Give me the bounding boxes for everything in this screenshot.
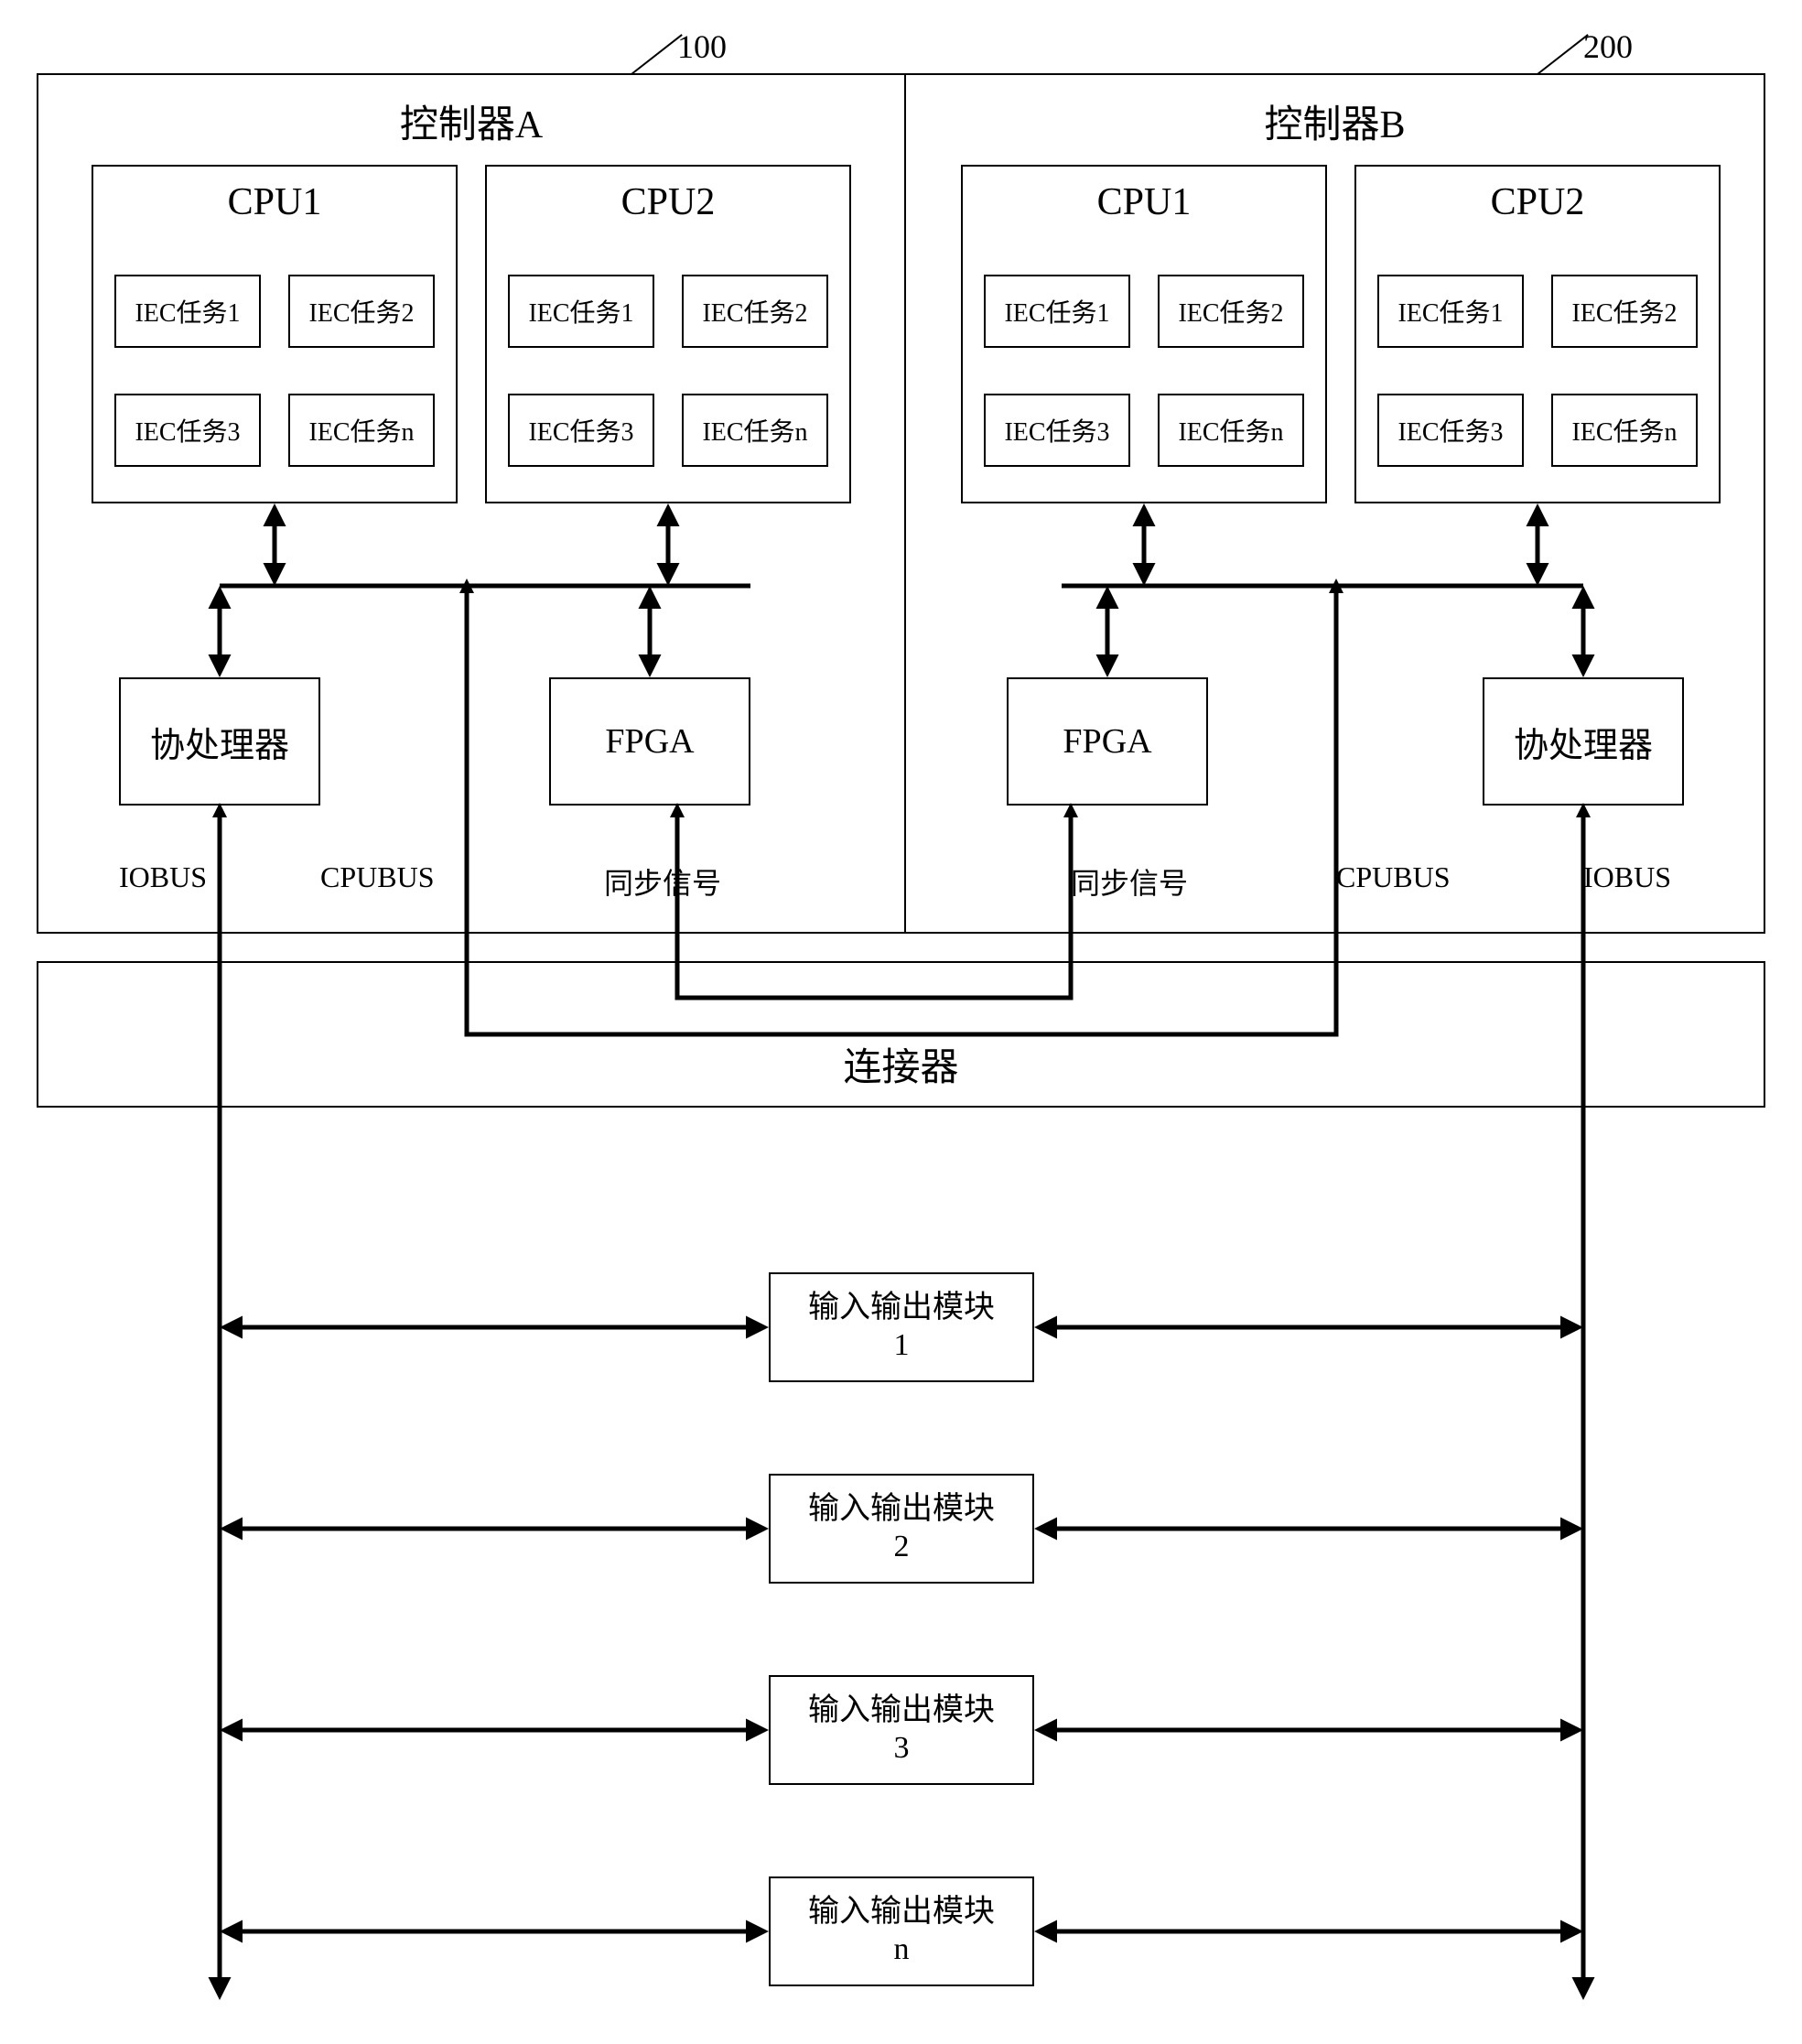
cpu-a2-task1: IEC任务1 (508, 275, 654, 348)
connector: 连接器 (37, 961, 1765, 1108)
io-module-2-l2: 2 (894, 1529, 910, 1566)
sync-b-label: 同步信号 (1071, 860, 1188, 903)
cpu-b1-title: CPU1 (1097, 180, 1192, 224)
cpubus-b-label: CPUBUS (1336, 860, 1451, 894)
coprocessor-b: 协处理器 (1483, 677, 1684, 806)
cpu-a1-taskn: IEC任务n (288, 394, 435, 467)
cpubus-a-label: CPUBUS (320, 860, 435, 894)
cpu-b1-taskn: IEC任务n (1158, 394, 1304, 467)
fpga-b: FPGA (1007, 677, 1208, 806)
io-module-n-l1: 输入输出模块 (808, 1894, 995, 1931)
io-module-1-l1: 输入输出模块 (808, 1290, 995, 1327)
cpu-b2-task3: IEC任务3 (1377, 394, 1524, 467)
io-module-2: 输入输出模块 2 (769, 1474, 1034, 1584)
diagram-root: 100 200 110 120 210 220 控制器A 控制器B CPU1 I… (37, 37, 1765, 2007)
cpu-a1-task3: IEC任务3 (114, 394, 261, 467)
cpu-b2-title: CPU2 (1491, 180, 1585, 224)
iobus-b-label: IOBUS (1583, 860, 1671, 894)
io-module-3-l1: 输入输出模块 (808, 1693, 995, 1730)
cpu-a1-task1: IEC任务1 (114, 275, 261, 348)
ref-100: 100 (677, 27, 727, 66)
cpu-b2-task1: IEC任务1 (1377, 275, 1524, 348)
cpu-a2-taskn: IEC任务n (682, 394, 828, 467)
io-module-n-l2: n (894, 1931, 910, 1969)
io-module-3: 输入输出模块 3 (769, 1675, 1034, 1785)
controller-a-title: 控制器A (38, 93, 904, 149)
cpu-b1-task3: IEC任务3 (984, 394, 1130, 467)
cpu-a2-title: CPU2 (621, 180, 716, 224)
fpga-a: FPGA (549, 677, 750, 806)
cpu-b2-taskn: IEC任务n (1551, 394, 1698, 467)
sync-a-label: 同步信号 (604, 860, 721, 903)
cpu-b1-task2: IEC任务2 (1158, 275, 1304, 348)
ref-200: 200 (1583, 27, 1633, 66)
cpu-b1-task1: IEC任务1 (984, 275, 1130, 348)
cpu-a1-title: CPU1 (228, 180, 322, 224)
io-module-n: 输入输出模块 n (769, 1876, 1034, 1986)
iobus-a-label: IOBUS (119, 860, 207, 894)
coprocessor-a: 协处理器 (119, 677, 320, 806)
cpu-a2-task3: IEC任务3 (508, 394, 654, 467)
cpu-a2-task2: IEC任务2 (682, 275, 828, 348)
connector-label: 连接器 (843, 1036, 958, 1092)
controller-b-title: 控制器B (906, 93, 1764, 149)
io-module-1: 输入输出模块 1 (769, 1272, 1034, 1382)
io-module-1-l2: 1 (894, 1327, 910, 1365)
cpu-b2-task2: IEC任务2 (1551, 275, 1698, 348)
io-module-3-l2: 3 (894, 1730, 910, 1768)
io-module-2-l1: 输入输出模块 (808, 1491, 995, 1529)
cpu-a1-task2: IEC任务2 (288, 275, 435, 348)
